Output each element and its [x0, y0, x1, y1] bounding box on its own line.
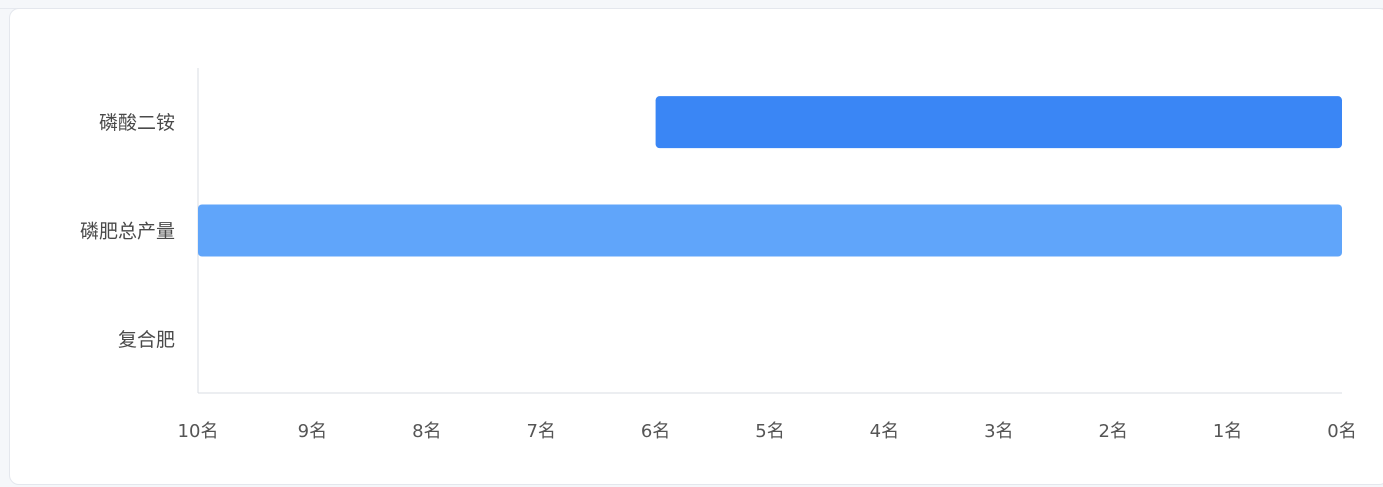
- bar[interactable]: [655, 96, 1342, 149]
- x-tick-label: 10名: [178, 421, 219, 442]
- x-tick-label: 9名: [298, 421, 327, 442]
- x-tick-label: 8名: [412, 421, 441, 442]
- x-tick-label: 7名: [526, 421, 555, 442]
- chart-bars: [198, 96, 1342, 257]
- x-tick-label: 2名: [1098, 421, 1127, 442]
- bar[interactable]: [198, 204, 1342, 257]
- x-tick-labels: 10名 9名 8名 7名 6名 5名 4名 3名 2名 1名 0名: [178, 421, 1357, 442]
- category-label: 磷酸二铵: [99, 112, 175, 134]
- x-tick-label: 5名: [755, 421, 784, 442]
- x-tick-label: 4名: [870, 421, 899, 442]
- x-tick-label: 6名: [641, 421, 670, 442]
- x-tick-label: 0名: [1327, 421, 1356, 442]
- category-label: 磷肥总产量: [80, 221, 175, 243]
- x-tick-label: 3名: [984, 421, 1013, 442]
- category-label: 复合肥: [118, 329, 175, 351]
- x-tick-label: 1名: [1213, 421, 1242, 442]
